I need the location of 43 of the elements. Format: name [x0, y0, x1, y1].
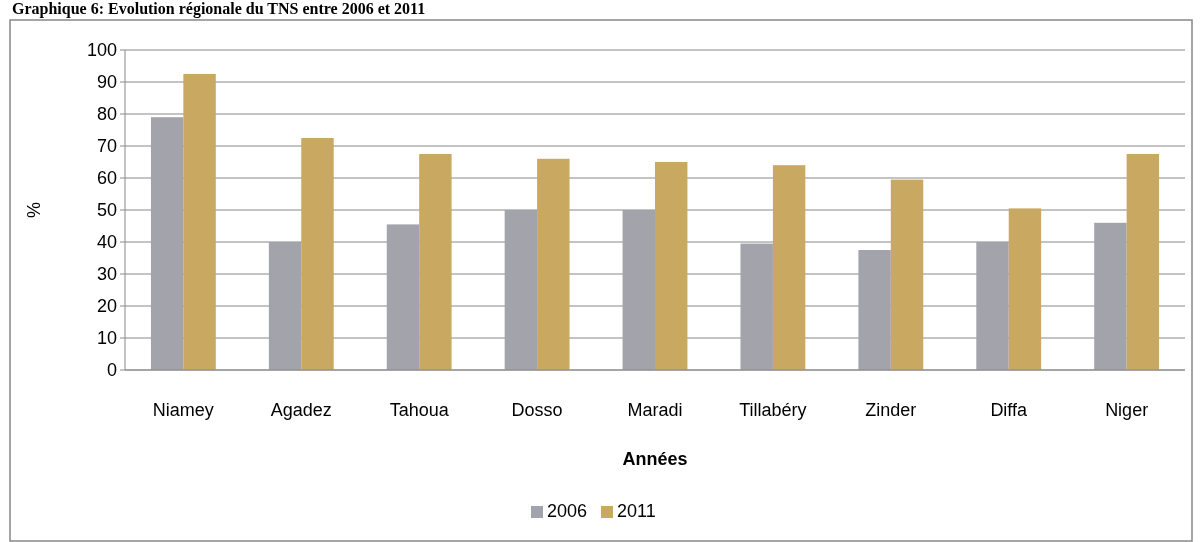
x-tick-label: Agadez — [270, 400, 332, 420]
y-tick-label: 0 — [106, 360, 117, 381]
x-tick-label: Tillabéry — [739, 400, 807, 420]
y-tick-label: 60 — [96, 168, 117, 189]
bar — [772, 165, 806, 370]
bar — [655, 162, 688, 370]
bar — [183, 74, 216, 370]
x-tick-label: Niger — [1105, 400, 1149, 420]
x-tick-label: Niamey — [152, 400, 214, 420]
bar — [890, 179, 924, 370]
x-tick-label: Dosso — [511, 400, 563, 420]
bar — [386, 224, 420, 370]
bar — [740, 243, 773, 370]
y-tick-label: 90 — [96, 72, 117, 93]
y-tick-label: 30 — [96, 264, 117, 285]
legend-label: 2006 — [547, 501, 588, 521]
bar — [150, 117, 184, 370]
bar — [858, 250, 891, 370]
bar — [1094, 222, 1127, 370]
y-tick-label: 10 — [96, 328, 117, 349]
bar — [268, 242, 302, 370]
bar — [976, 242, 1009, 370]
y-tick-label: 100 — [86, 40, 117, 61]
x-tick-label: Diffa — [990, 400, 1029, 420]
bar — [301, 138, 334, 370]
bar — [622, 210, 655, 370]
bar — [1008, 208, 1042, 370]
bar — [419, 154, 452, 370]
chart-title: Graphique 6: Evolution régionale du TNS entre 2006 et 2011 — [12, 0, 426, 18]
y-tick-label: 40 — [96, 232, 117, 253]
y-tick-label: 20 — [96, 296, 117, 317]
x-axis-title: Années — [622, 449, 688, 469]
bar — [537, 158, 570, 370]
x-tick-label: Tahoua — [389, 400, 450, 420]
x-tick-label: Zinder — [865, 400, 917, 420]
bar — [504, 210, 538, 370]
bar — [1126, 154, 1160, 370]
x-tick-label: Maradi — [627, 400, 683, 420]
legend-label: 2011 — [617, 501, 656, 521]
y-tick-label: 80 — [96, 104, 117, 125]
y-tick-label: 70 — [96, 136, 117, 157]
y-axis-title: % — [24, 201, 44, 219]
y-tick-label: 50 — [96, 200, 117, 221]
